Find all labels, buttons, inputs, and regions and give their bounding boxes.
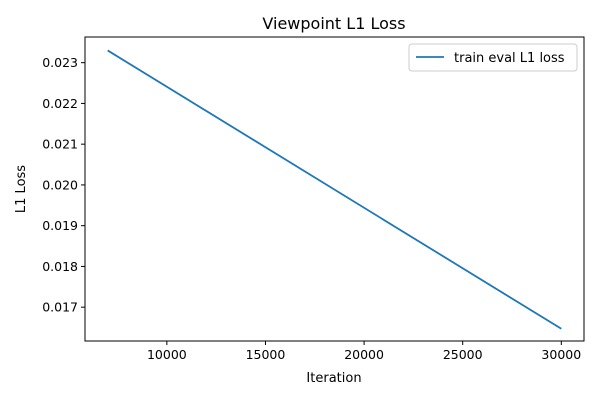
- x-tick-label: 10000: [147, 347, 187, 362]
- x-tick-label: 30000: [541, 347, 581, 362]
- legend-label: train eval L1 loss: [454, 51, 565, 66]
- y-tick-label: 0.022: [42, 96, 78, 111]
- chart-title: Viewpoint L1 Loss: [262, 14, 405, 33]
- plot-series: [107, 49, 562, 330]
- y-axis-label: L1 Loss: [14, 165, 29, 213]
- x-tick-label: 25000: [443, 347, 483, 362]
- y-tick-label: 0.023: [42, 55, 78, 70]
- y-tick-label: 0.018: [42, 259, 78, 274]
- x-tick-label: 20000: [344, 347, 384, 362]
- x-tick-label: 15000: [246, 347, 286, 362]
- y-tick-label: 0.021: [42, 137, 78, 152]
- y-tick-label: 0.017: [42, 300, 78, 315]
- series-line: [107, 49, 562, 330]
- x-axis-label: Iteration: [306, 371, 361, 386]
- legend-box: [408, 43, 578, 72]
- axis-ticks: 10000 15000 20000 25000 30000 0.017 0.018 0.019…: [42, 55, 581, 362]
- y-tick-label: 0.019: [42, 218, 78, 233]
- plot-frame: [84, 36, 585, 342]
- legend: train eval L1 loss: [408, 43, 578, 72]
- y-tick-label: 0.020: [42, 177, 78, 192]
